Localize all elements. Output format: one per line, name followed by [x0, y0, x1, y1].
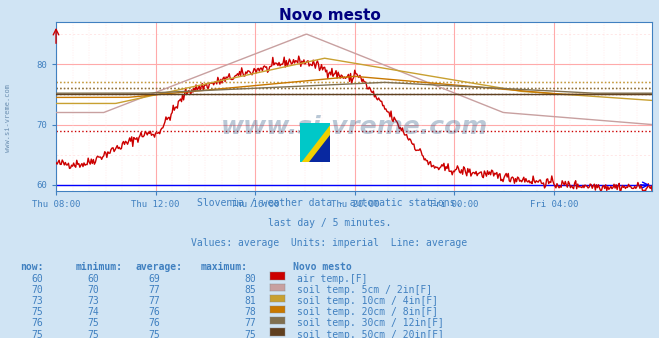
Text: soil temp. 10cm / 4in[F]: soil temp. 10cm / 4in[F]	[297, 296, 438, 306]
Text: 77: 77	[244, 318, 256, 329]
Text: air temp.[F]: air temp.[F]	[297, 274, 367, 284]
Text: Novo mesto: Novo mesto	[293, 262, 352, 272]
Text: Novo mesto: Novo mesto	[279, 8, 380, 23]
Text: now:: now:	[20, 262, 43, 272]
Text: 76: 76	[148, 318, 160, 329]
Text: soil temp. 5cm / 2in[F]: soil temp. 5cm / 2in[F]	[297, 285, 432, 295]
Text: last day / 5 minutes.: last day / 5 minutes.	[268, 218, 391, 228]
Text: 75: 75	[148, 330, 160, 338]
Text: minimum:: minimum:	[76, 262, 123, 272]
Text: soil temp. 50cm / 20in[F]: soil temp. 50cm / 20in[F]	[297, 330, 444, 338]
Text: 70: 70	[87, 285, 99, 295]
Text: 81: 81	[244, 296, 256, 306]
Text: 77: 77	[148, 285, 160, 295]
Text: 60: 60	[87, 274, 99, 284]
Text: 76: 76	[148, 307, 160, 317]
Text: Values: average  Units: imperial  Line: average: Values: average Units: imperial Line: av…	[191, 238, 468, 248]
Text: www.si-vreme.com: www.si-vreme.com	[5, 84, 11, 152]
Text: 78: 78	[244, 307, 256, 317]
Text: 77: 77	[148, 296, 160, 306]
Text: 80: 80	[244, 274, 256, 284]
Text: maximum:: maximum:	[201, 262, 248, 272]
Text: 73: 73	[87, 296, 99, 306]
Text: 75: 75	[244, 330, 256, 338]
Text: 76: 76	[31, 318, 43, 329]
Text: 75: 75	[87, 318, 99, 329]
Text: average:: average:	[135, 262, 182, 272]
Polygon shape	[300, 123, 330, 162]
Text: soil temp. 20cm / 8in[F]: soil temp. 20cm / 8in[F]	[297, 307, 438, 317]
Text: www.si-vreme.com: www.si-vreme.com	[221, 115, 488, 139]
Text: 75: 75	[31, 330, 43, 338]
Polygon shape	[300, 123, 330, 162]
Text: 60: 60	[31, 274, 43, 284]
Text: 74: 74	[87, 307, 99, 317]
Text: 73: 73	[31, 296, 43, 306]
Polygon shape	[309, 135, 330, 162]
Text: 75: 75	[31, 307, 43, 317]
Text: soil temp. 30cm / 12in[F]: soil temp. 30cm / 12in[F]	[297, 318, 444, 329]
Text: 75: 75	[87, 330, 99, 338]
Text: 69: 69	[148, 274, 160, 284]
Text: Slovenia / weather data - automatic stations.: Slovenia / weather data - automatic stat…	[197, 198, 462, 208]
Text: 70: 70	[31, 285, 43, 295]
Text: 85: 85	[244, 285, 256, 295]
